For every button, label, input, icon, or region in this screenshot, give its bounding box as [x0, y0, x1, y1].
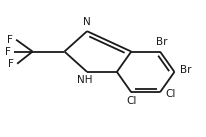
Text: F: F [8, 59, 14, 69]
Text: Cl: Cl [125, 96, 136, 106]
Text: Cl: Cl [164, 89, 175, 99]
Text: NH: NH [77, 75, 92, 85]
Text: F: F [7, 35, 13, 45]
Text: Br: Br [179, 65, 190, 75]
Text: N: N [83, 17, 90, 27]
Text: Br: Br [156, 37, 167, 47]
Text: F: F [5, 47, 11, 57]
